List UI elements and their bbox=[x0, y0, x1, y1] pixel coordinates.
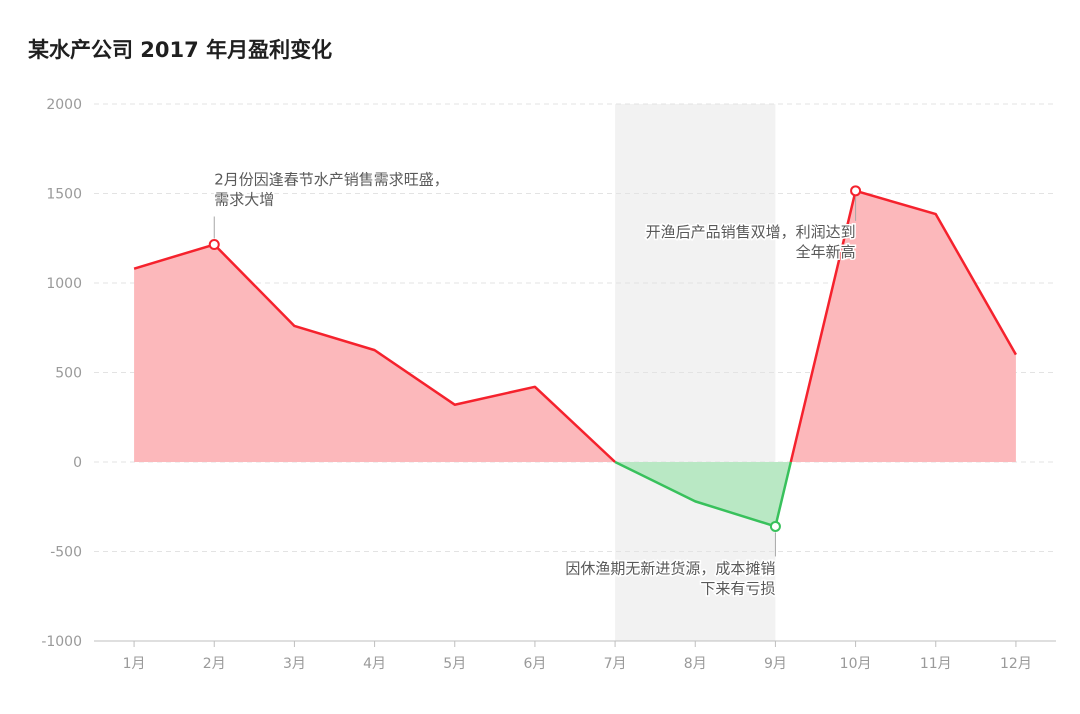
annotation-text: 因休渔期无新进货源，成本摊销 bbox=[565, 559, 775, 577]
y-tick-label: -500 bbox=[50, 545, 82, 561]
annotation-text: 开渔后产品销售双增，利润达到 bbox=[646, 223, 856, 241]
x-tick-label: 11月 bbox=[920, 656, 952, 672]
x-tick-label: 6月 bbox=[523, 656, 546, 672]
x-tick-label: 7月 bbox=[604, 656, 627, 672]
annotation-marker bbox=[850, 185, 862, 197]
annotation-marker bbox=[769, 520, 781, 532]
profit-area bbox=[790, 190, 1016, 462]
y-tick-label: -1000 bbox=[41, 634, 82, 650]
profit-area bbox=[134, 244, 616, 462]
y-tick-label: 1500 bbox=[46, 187, 82, 203]
x-tick-label: 12月 bbox=[1000, 656, 1032, 672]
x-tick-label: 1月 bbox=[123, 656, 146, 672]
x-tick-label: 3月 bbox=[283, 656, 306, 672]
x-tick-label: 9月 bbox=[764, 656, 787, 672]
loss-line bbox=[614, 460, 793, 528]
annotation-text: 需求大增 bbox=[214, 191, 274, 209]
x-tick-label: 10月 bbox=[840, 656, 872, 672]
profit-line bbox=[789, 189, 1018, 463]
x-tick-label: 4月 bbox=[363, 656, 386, 672]
loss-area bbox=[615, 462, 791, 527]
y-tick-label: 500 bbox=[55, 366, 82, 382]
annotation-text: 下来有亏损 bbox=[700, 579, 775, 597]
annotation-text: 2月份因逢春节水产销售需求旺盛， bbox=[214, 171, 449, 189]
x-tick-label: 8月 bbox=[684, 656, 707, 672]
y-tick-label: 2000 bbox=[46, 97, 82, 113]
annotation-marker bbox=[208, 239, 220, 251]
annotation-text: 全年新高 bbox=[796, 243, 856, 261]
y-tick-label: 0 bbox=[73, 455, 82, 471]
x-tick-label: 2月 bbox=[203, 656, 226, 672]
x-tick-label: 5月 bbox=[443, 656, 466, 672]
chart-title: 某水产公司 2017 年月盈利变化 bbox=[28, 38, 333, 62]
y-tick-label: 1000 bbox=[46, 276, 82, 292]
highlight-band bbox=[615, 104, 776, 641]
